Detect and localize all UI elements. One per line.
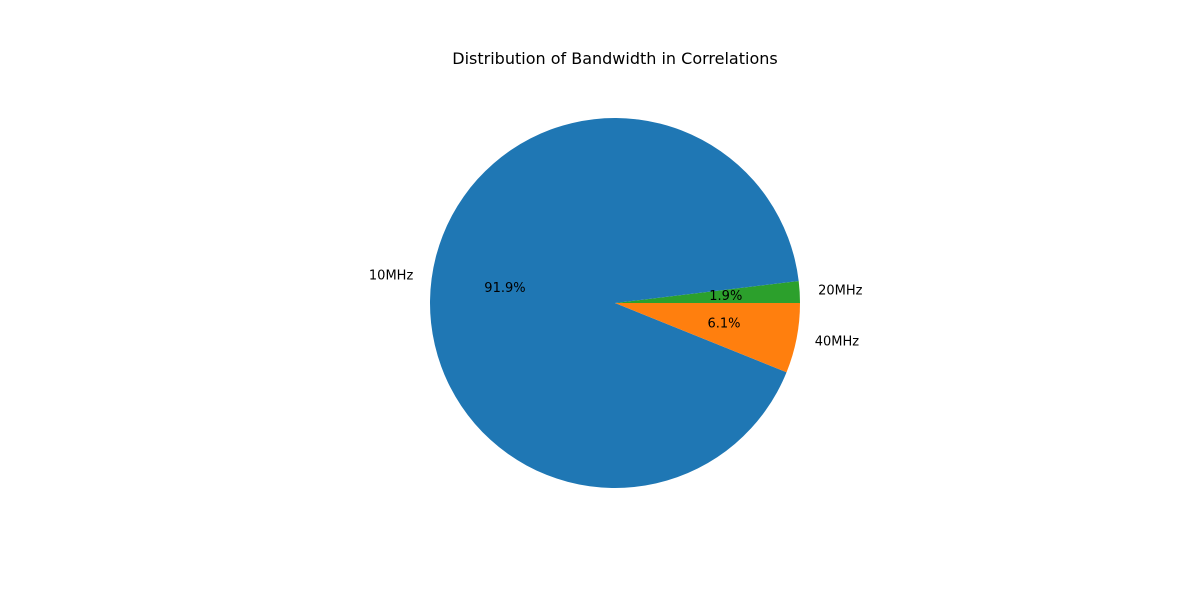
pct-label-40mhz: 6.1% xyxy=(707,317,740,332)
pie-slice-40mhz xyxy=(615,303,800,373)
pct-label-10mhz: 91.9% xyxy=(484,281,525,296)
slice-label-10mhz: 10MHz xyxy=(369,269,414,284)
pie-slice-20mhz xyxy=(615,280,800,303)
slice-label-40mhz: 40MHz xyxy=(815,334,860,349)
pie-slice-10mhz xyxy=(430,117,799,488)
slice-label-20mhz: 20MHz xyxy=(818,283,863,298)
chart-title: Distribution of Bandwidth in Correlation… xyxy=(452,49,777,68)
pie-labels: 20MHz 1.9% 10MHz 91.9% 40MHz 6.1% xyxy=(369,269,863,350)
pct-label-20mhz: 1.9% xyxy=(709,289,742,304)
pie-slices xyxy=(430,117,800,488)
